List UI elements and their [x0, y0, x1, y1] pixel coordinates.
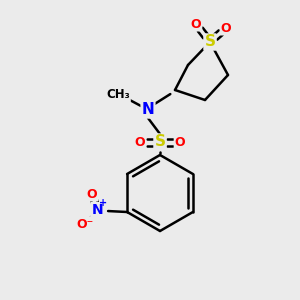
Text: S: S: [154, 134, 166, 149]
Text: O: O: [87, 188, 98, 200]
Text: O: O: [175, 136, 185, 148]
Text: N: N: [91, 203, 103, 217]
Text: +: +: [99, 198, 107, 208]
Text: O⁻: O⁻: [76, 218, 94, 230]
Text: N: N: [142, 103, 154, 118]
Text: CH₃: CH₃: [106, 88, 130, 101]
Text: O: O: [135, 136, 145, 148]
Text: O: O: [221, 22, 231, 34]
Text: S: S: [205, 34, 215, 50]
Text: O: O: [191, 17, 201, 31]
